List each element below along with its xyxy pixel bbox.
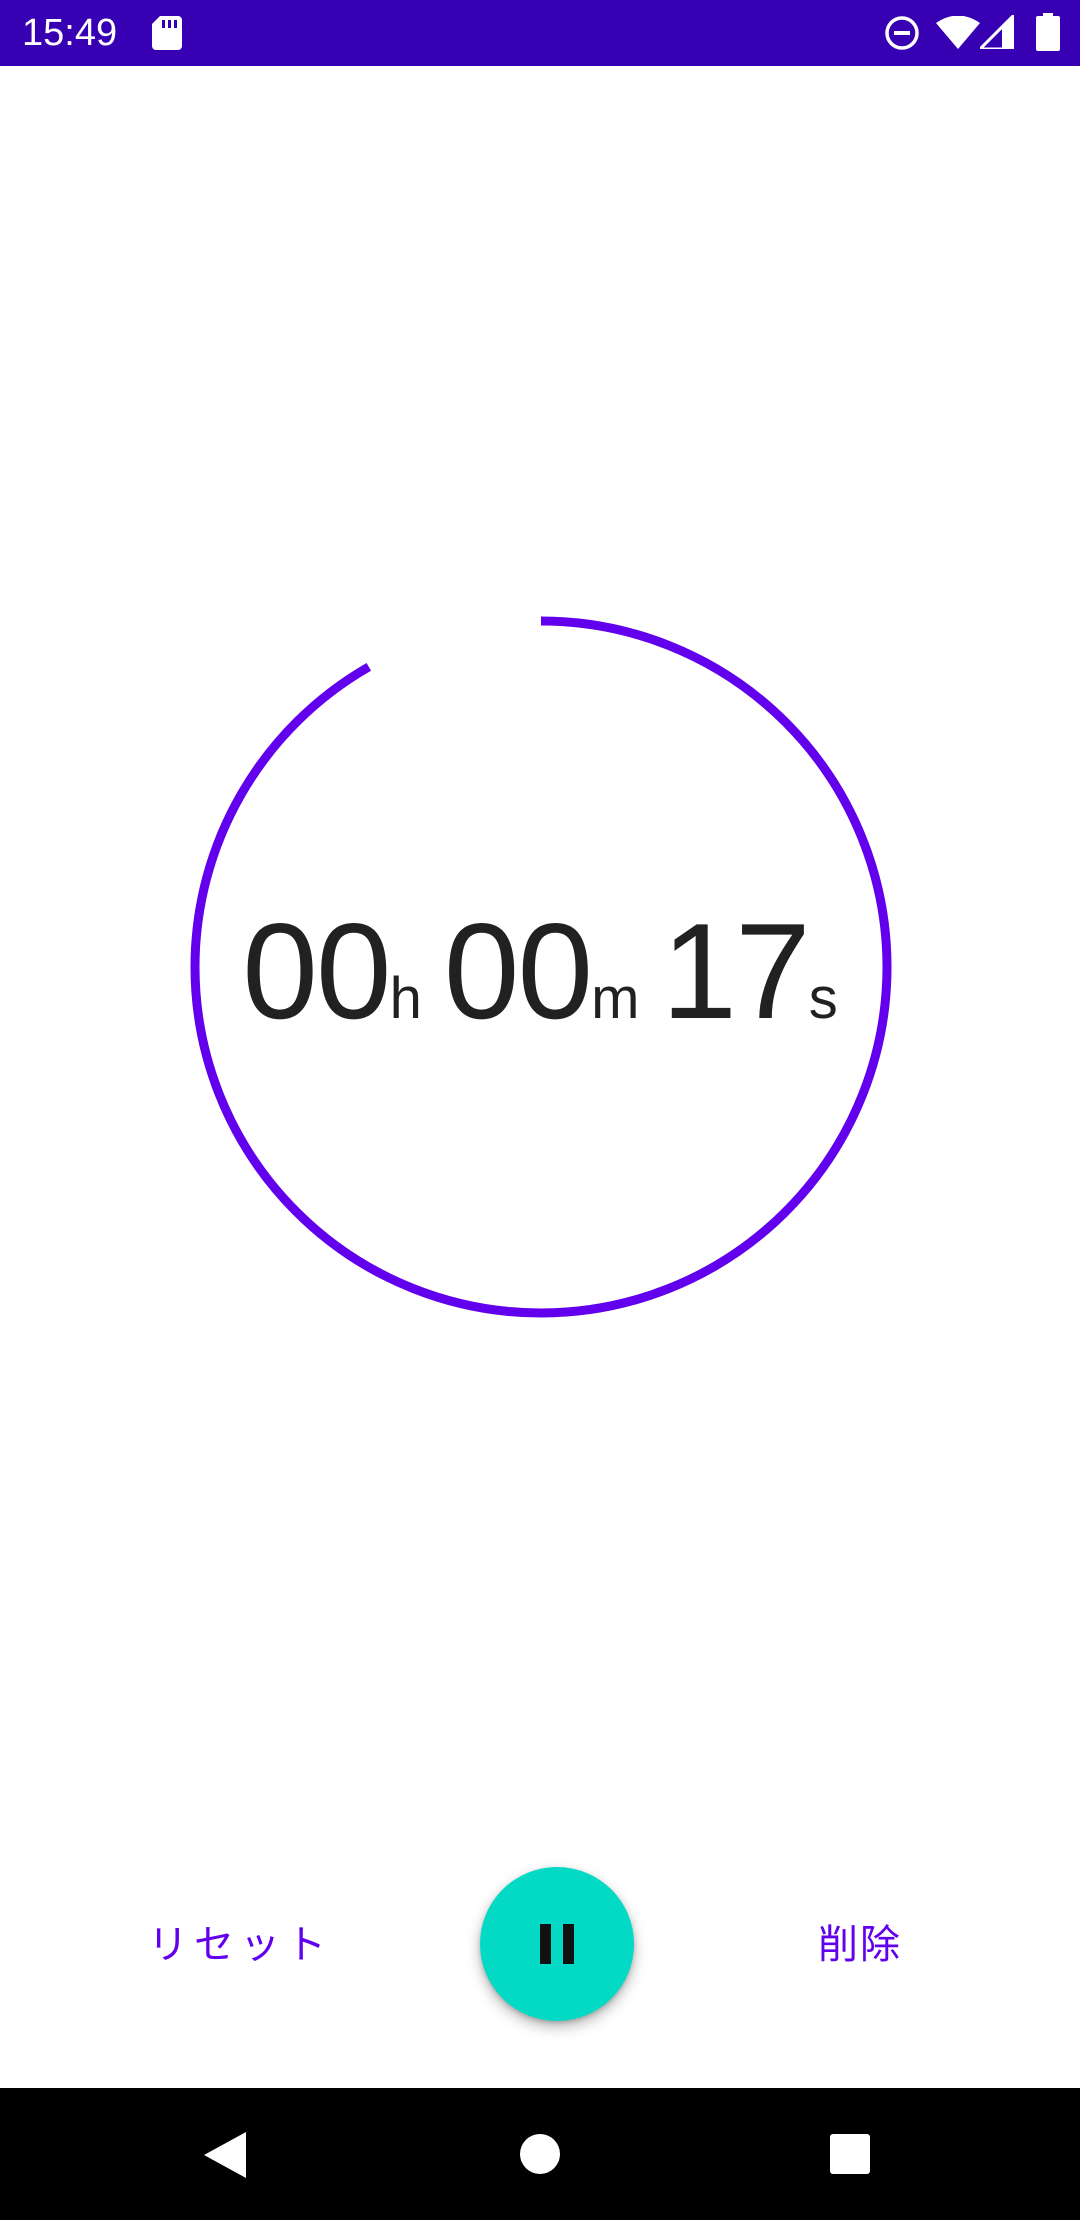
timer-hours: 00	[242, 895, 391, 1047]
status-bar: 15:49	[0, 0, 1080, 66]
pause-button[interactable]	[480, 1867, 634, 2021]
timer-progress-arc	[190, 616, 892, 1318]
timer-seconds: 17	[661, 895, 810, 1047]
pause-icon	[540, 1924, 574, 1964]
back-icon[interactable]	[200, 2130, 248, 2180]
timer-seconds-unit: s	[808, 966, 838, 1031]
home-icon[interactable]	[518, 2132, 562, 2176]
delete-button[interactable]: 削除	[770, 1910, 950, 1980]
do-not-disturb-icon	[885, 16, 919, 50]
cell-signal-icon	[980, 15, 1014, 49]
sd-card-icon	[152, 16, 182, 50]
status-time: 15:49	[22, 12, 118, 54]
reset-button[interactable]: リセット	[120, 1910, 360, 1980]
recents-icon[interactable]	[828, 2132, 872, 2176]
wifi-icon	[936, 16, 980, 49]
timer-hours-unit: h	[389, 966, 422, 1031]
timer-progress-ring	[190, 616, 892, 1318]
timer-minutes-unit: m	[591, 966, 640, 1031]
timer-minutes: 00	[443, 895, 593, 1047]
navigation-bar	[0, 2088, 1080, 2220]
timer-readout: 00h 00m 17s	[0, 896, 1080, 1046]
battery-icon	[1036, 13, 1060, 51]
